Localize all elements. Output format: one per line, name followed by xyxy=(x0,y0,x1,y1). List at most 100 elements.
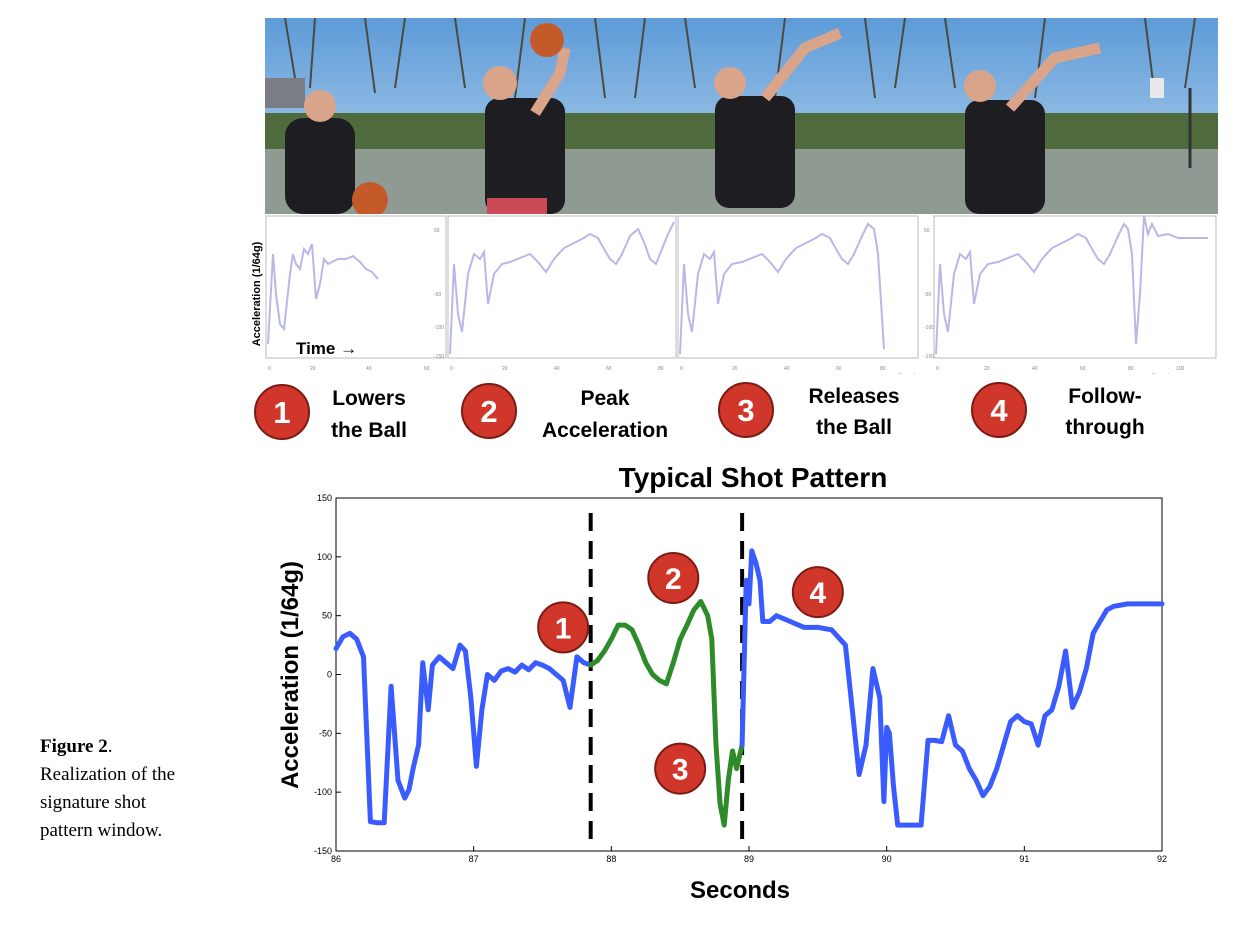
mini-chart-4-ytick-2: -100 xyxy=(924,325,934,331)
mini-chart-1-time-label: Time → xyxy=(296,339,357,358)
phase-label-1: 1 Lowers the Ball xyxy=(254,384,407,442)
photo-strip xyxy=(265,18,1218,214)
y-tick-label-0: -150 xyxy=(314,846,332,856)
mini-ylabel: Acceleration (1/64g) xyxy=(251,241,263,346)
photo-frame-4 xyxy=(914,18,1218,214)
chart-badge-1-number: 1 xyxy=(555,612,572,645)
mini-chart-2-line xyxy=(449,221,675,355)
chart-badge-1 xyxy=(537,601,590,654)
photo-frame-1 xyxy=(265,18,428,214)
mini-chart-2-xtick-4: 80 xyxy=(658,366,664,372)
x-tick-label-1: 87 xyxy=(469,854,479,864)
phase-badge-4-number: 4 xyxy=(990,393,1008,428)
mini-chart-1-xtick-1: 20 xyxy=(310,366,316,372)
caption-line-1: Realization of the xyxy=(40,764,176,785)
mini-chart-2-xtick-2: 40 xyxy=(554,366,560,372)
x-tick-label-0: 86 xyxy=(331,854,341,864)
mini-chart-3-xtick-4: 80 xyxy=(880,366,886,372)
caption-line-2: signature shot xyxy=(40,792,147,813)
mini-chart-3-xlabel: Seconds xyxy=(898,373,918,374)
phase-badge-1-number: 1 xyxy=(273,395,290,430)
mini-chart-2-ytick-2: -100 xyxy=(434,325,444,331)
series-before-window xyxy=(333,630,594,826)
chart-badge-3 xyxy=(654,742,707,795)
photo-frame-3 xyxy=(661,18,914,214)
phase-3-line2: the Ball xyxy=(816,416,892,439)
mini-chart-3-xtick-2: 40 xyxy=(784,366,790,372)
phase-badge-3-number: 3 xyxy=(737,393,754,428)
mini-chart-2-xtick-1: 20 xyxy=(502,366,508,372)
mini-chart-4-ytick-3: -150 xyxy=(924,354,934,360)
mini-chart-1-line xyxy=(267,243,379,345)
mini-chart-2-xtick-3: 60 xyxy=(606,366,612,372)
mini-chart-4-ytick-1: -50 xyxy=(924,292,931,298)
caption-period: . xyxy=(107,736,113,757)
phase-4-line2: through xyxy=(1065,416,1144,439)
mini-chart-3-xtick-1: 20 xyxy=(732,366,738,372)
series-layer xyxy=(333,548,1165,828)
phase-badge-2-number: 2 xyxy=(480,394,497,429)
mini-chart-3-xtick-0: 0 xyxy=(680,366,683,372)
mini-chart-3: 0 20 40 60 80 Seconds xyxy=(677,215,919,374)
main-chart: Typical Shot Pattern Acceleration (1/64g… xyxy=(277,462,1167,904)
mini-chart-2-ytick-1: -50 xyxy=(434,292,441,298)
chart-xlabel: Seconds xyxy=(690,877,790,904)
phase-1-line2: the Ball xyxy=(331,419,407,442)
ticks-layer: 86 87 88 89 90 91 92 -150 -100 -50 0 50 100 150 xyxy=(314,493,1167,864)
mini-chart-4-xtick-5: 100 xyxy=(1176,366,1185,372)
chart-ylabel: Acceleration (1/64g) xyxy=(277,561,304,789)
y-tick-label-2: -50 xyxy=(319,728,332,738)
phase-4-line1: Follow- xyxy=(1068,385,1141,408)
phase-labels-row: 1 Lowers the Ball 2 Peak Acceleration 3 … xyxy=(254,382,1145,442)
phase-badge-1 xyxy=(254,384,310,440)
caption-label: Figure 2 xyxy=(40,736,108,757)
phase-3-line1: Releases xyxy=(808,385,899,408)
y-tick-label-4: 50 xyxy=(322,611,332,621)
x-tick-label-4: 90 xyxy=(882,854,892,864)
plot-area xyxy=(335,497,1163,852)
chart-badge-2-number: 2 xyxy=(665,563,682,596)
phase-badge-2 xyxy=(461,383,517,439)
mini-chart-3-line xyxy=(679,222,885,355)
mini-chart-2-ytick-3: -150 xyxy=(434,354,444,360)
mini-chart-2-xtick-0: 0 xyxy=(450,366,453,372)
chart-badge-4-number: 4 xyxy=(809,577,826,610)
chart-badge-3-number: 3 xyxy=(672,754,689,787)
x-tick-label-3: 89 xyxy=(744,854,754,864)
series-shot-window xyxy=(588,599,745,828)
x-tick-label-6: 92 xyxy=(1157,854,1167,864)
figure-caption: Figure 2. Realization of the signature s… xyxy=(40,733,240,845)
mini-chart-2: 50 -50 -100 -150 0 20 40 60 80 xyxy=(434,215,677,372)
y-tick-label-3: 0 xyxy=(327,670,332,680)
phase-badge-3 xyxy=(718,382,774,438)
y-tick-label-1: -100 xyxy=(314,787,332,797)
chart-badge-4 xyxy=(791,566,844,619)
mini-chart-1: Time → 0 20 40 60 xyxy=(265,215,447,372)
phase-2-line1: Peak xyxy=(580,387,629,410)
mini-chart-1-xtick-3: 60 xyxy=(424,366,430,372)
mini-chart-4-xtick-3: 60 xyxy=(1080,366,1086,372)
mini-charts-strip: Acceleration (1/64g) Time → 0 20 40 60 5… xyxy=(251,215,1217,374)
mini-chart-4-xtick-4: 80 xyxy=(1128,366,1134,372)
annotations-layer: 1 2 3 4 xyxy=(537,552,844,795)
caption-line-3: pattern window. xyxy=(40,820,163,841)
phase-label-4: 4 Follow- through xyxy=(971,382,1145,439)
y-tick-label-5: 100 xyxy=(317,552,332,562)
mini-chart-4-xtick-0: 0 xyxy=(936,366,939,372)
chart-title: Typical Shot Pattern xyxy=(619,462,888,493)
y-tick-label-6: 150 xyxy=(317,493,332,503)
mini-chart-1-xtick-0: 0 xyxy=(268,366,271,372)
x-tick-label-5: 91 xyxy=(1019,854,1029,864)
mini-chart-4-xtick-1: 20 xyxy=(984,366,990,372)
mini-chart-4-line xyxy=(935,215,1208,355)
mini-chart-2-ytick-0: 50 xyxy=(434,228,440,234)
chart-badge-2 xyxy=(647,552,700,605)
series-after-window xyxy=(739,548,1165,828)
mini-chart-4-ytick-0: 50 xyxy=(924,228,930,234)
x-tick-label-2: 88 xyxy=(606,854,616,864)
phase-2-line2: Acceleration xyxy=(542,419,668,442)
phase-1-line1: Lowers xyxy=(332,387,406,410)
photo-frame-2 xyxy=(428,18,661,214)
mini-chart-3-xtick-3: 60 xyxy=(836,366,842,372)
phase-label-3: 3 Releases the Ball xyxy=(718,382,900,439)
